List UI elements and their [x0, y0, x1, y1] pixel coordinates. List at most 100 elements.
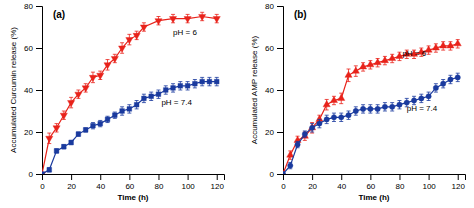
x-tick-mark: [399, 174, 400, 180]
point: [360, 63, 367, 69]
point: [419, 96, 424, 101]
x-tick: 80: [155, 174, 164, 191]
point: [97, 73, 104, 79]
x-tick-mark: [158, 174, 159, 180]
point: [200, 79, 205, 84]
x-tick: 80: [396, 174, 405, 191]
y-tick-mark: [277, 48, 283, 49]
y-tick: 20: [24, 128, 42, 137]
x-tick: 20: [308, 174, 317, 191]
x-tick: 100: [181, 174, 195, 191]
error-bar: [303, 132, 307, 140]
line: [42, 17, 217, 175]
point: [156, 92, 161, 97]
point: [83, 128, 88, 133]
y-tick: 40: [265, 86, 283, 95]
error-bar: [91, 123, 95, 129]
point: [455, 75, 460, 80]
point: [178, 83, 183, 88]
y-tick-label: 60: [265, 44, 274, 53]
point: [389, 54, 396, 60]
error-bar: [354, 107, 358, 115]
x-tick-mark: [312, 174, 313, 180]
point: [309, 125, 314, 130]
error-bar: [303, 131, 307, 137]
error-bar: [120, 107, 124, 115]
error-bar: [339, 113, 343, 121]
y-tick-label: 40: [265, 86, 274, 95]
point: [82, 86, 89, 92]
point: [411, 98, 416, 103]
point: [105, 117, 110, 122]
line: [283, 44, 458, 174]
x-tick-label: 100: [422, 182, 436, 191]
series: [283, 40, 461, 174]
y-tick: 60: [24, 44, 42, 53]
point: [324, 117, 329, 122]
error-bar: [325, 115, 329, 123]
x-tick-mark: [188, 174, 189, 180]
x-tick-mark: [429, 174, 430, 180]
point: [454, 40, 461, 46]
series: [42, 12, 220, 174]
point: [302, 131, 307, 136]
panel-title: (a): [53, 9, 65, 20]
x-tick-label: 20: [67, 182, 76, 191]
x-tick: 0: [281, 174, 286, 191]
y-axis-line: [277, 7, 284, 175]
error-bar: [332, 113, 336, 121]
point: [155, 19, 162, 25]
line: [42, 82, 217, 174]
x-tick: 40: [96, 174, 105, 191]
point: [111, 56, 118, 62]
error-bar: [193, 80, 197, 88]
point: [76, 132, 81, 137]
y-tick-mark: [277, 174, 283, 175]
figure: 020406080100120020406080pH = 6pH = 7.4(a…: [0, 0, 474, 208]
x-tick-mark: [71, 174, 72, 180]
error-bar: [361, 105, 365, 113]
point: [375, 106, 380, 111]
error-bar: [47, 168, 51, 172]
point: [163, 88, 168, 93]
y-axis-title: Accumulated Curcumin release (%): [9, 27, 18, 153]
error-bar: [448, 75, 452, 83]
point: [213, 17, 220, 23]
error-bar: [113, 112, 117, 118]
error-bar: [376, 105, 380, 113]
point: [207, 79, 212, 84]
point: [432, 44, 439, 50]
point: [283, 171, 286, 174]
point: [360, 106, 365, 111]
y-tick-label: 20: [24, 128, 33, 137]
error-bar: [84, 128, 88, 132]
y-tick-label: 80: [24, 2, 33, 11]
error-bar: [135, 101, 139, 109]
x-axis-title: Time (h): [118, 193, 149, 202]
x-tick-label: 80: [155, 182, 164, 191]
point: [68, 101, 75, 107]
point: [331, 115, 336, 120]
error-bar: [149, 92, 153, 100]
x-tick-label: 0: [40, 182, 45, 191]
error-bar: [434, 84, 438, 92]
y-axis-line: [36, 7, 43, 175]
y-tick-label: 20: [265, 128, 274, 137]
point: [352, 67, 359, 73]
point: [381, 56, 388, 62]
y-axis: 020406080: [24, 2, 42, 179]
error-bar: [62, 145, 66, 149]
x-tick: 120: [452, 174, 466, 191]
y-tick: 80: [265, 2, 283, 11]
point: [104, 63, 111, 69]
point: [339, 115, 344, 120]
point: [317, 121, 322, 126]
y-tick-label: 0: [29, 170, 34, 179]
error-bar: [171, 84, 175, 92]
x-tick-label: 120: [211, 182, 225, 191]
y-tick-mark: [277, 90, 283, 91]
x-tick-label: 120: [452, 182, 466, 191]
x-axis: 020406080100120: [281, 174, 465, 191]
plot-area: [283, 40, 461, 174]
y-axis: 020406080: [265, 2, 283, 179]
